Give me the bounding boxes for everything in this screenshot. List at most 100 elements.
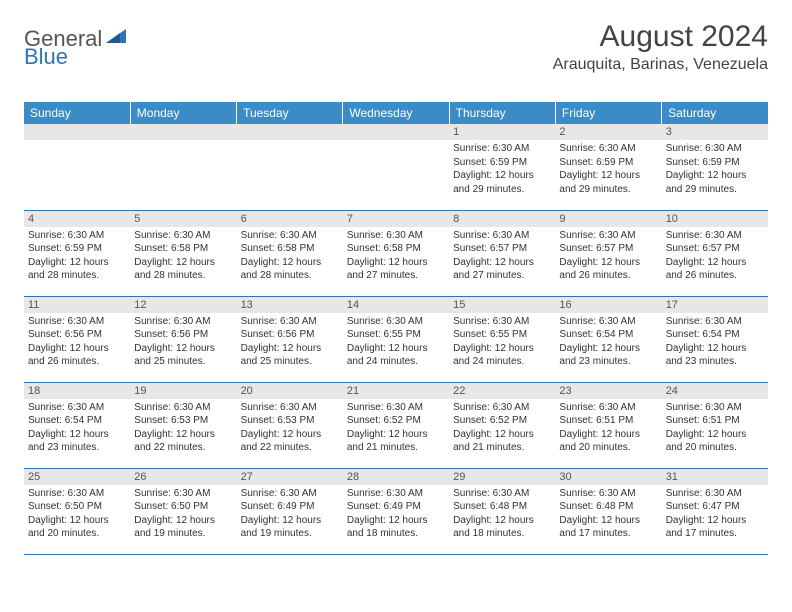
day-number: 16	[555, 297, 661, 313]
day-info-line: Sunset: 6:54 PM	[28, 414, 126, 428]
day-info-line: Daylight: 12 hours	[666, 428, 764, 442]
day-info-line: Daylight: 12 hours	[134, 342, 232, 356]
day-number: 11	[24, 297, 130, 313]
day-info-line: and 27 minutes.	[453, 269, 551, 283]
weekday-header: Sunday	[24, 102, 130, 124]
day-info-line: Sunrise: 6:30 AM	[559, 229, 657, 243]
day-number: 30	[555, 469, 661, 485]
day-number: 13	[237, 297, 343, 313]
day-info-line: and 20 minutes.	[559, 441, 657, 455]
day-info-line: and 21 minutes.	[347, 441, 445, 455]
day-number: 14	[343, 297, 449, 313]
day-info-line: Sunrise: 6:30 AM	[241, 401, 339, 415]
day-info-line: and 26 minutes.	[28, 355, 126, 369]
day-info-line: Sunrise: 6:30 AM	[559, 487, 657, 501]
day-info-line: and 28 minutes.	[134, 269, 232, 283]
day-info-line: Sunset: 6:47 PM	[666, 500, 764, 514]
day-info-line: Sunrise: 6:30 AM	[559, 142, 657, 156]
day-info-line: Sunrise: 6:30 AM	[134, 229, 232, 243]
day-info-line: and 25 minutes.	[241, 355, 339, 369]
day-number: 9	[555, 211, 661, 227]
day-number: 26	[130, 469, 236, 485]
day-info-line: Daylight: 12 hours	[134, 428, 232, 442]
day-info-line: Sunrise: 6:30 AM	[666, 315, 764, 329]
day-info-line: Sunset: 6:52 PM	[453, 414, 551, 428]
day-info-line: Sunset: 6:58 PM	[134, 242, 232, 256]
day-number: 12	[130, 297, 236, 313]
day-info-line: Sunrise: 6:30 AM	[347, 487, 445, 501]
day-cell	[130, 124, 236, 210]
day-cell	[24, 124, 130, 210]
day-info-line: and 22 minutes.	[134, 441, 232, 455]
day-number: 10	[662, 211, 768, 227]
title-block: August 2024 Arauquita, Barinas, Venezuel…	[553, 20, 768, 74]
day-info-line: Sunset: 6:50 PM	[134, 500, 232, 514]
day-info-line: Sunset: 6:52 PM	[347, 414, 445, 428]
day-info-line: Sunrise: 6:30 AM	[241, 315, 339, 329]
day-info-line: and 21 minutes.	[453, 441, 551, 455]
day-info-line: and 17 minutes.	[559, 527, 657, 541]
day-number: 3	[662, 124, 768, 140]
day-number: 5	[130, 211, 236, 227]
day-info-line: Sunrise: 6:30 AM	[28, 229, 126, 243]
day-info-line: and 20 minutes.	[666, 441, 764, 455]
weekday-header: Tuesday	[237, 102, 343, 124]
week-row: 11Sunrise: 6:30 AMSunset: 6:56 PMDayligh…	[24, 296, 768, 382]
day-number: 29	[449, 469, 555, 485]
day-info-line: and 29 minutes.	[666, 183, 764, 197]
day-info-line: Sunrise: 6:30 AM	[666, 142, 764, 156]
day-info-line: Sunrise: 6:30 AM	[666, 487, 764, 501]
day-info-line: Sunset: 6:53 PM	[241, 414, 339, 428]
day-info-line: and 23 minutes.	[666, 355, 764, 369]
day-number: 7	[343, 211, 449, 227]
day-info-line: Daylight: 12 hours	[28, 428, 126, 442]
day-info-line: Sunset: 6:59 PM	[28, 242, 126, 256]
day-cell: 24Sunrise: 6:30 AMSunset: 6:51 PMDayligh…	[662, 382, 768, 468]
day-info-line: Daylight: 12 hours	[28, 514, 126, 528]
day-info-line: Sunset: 6:57 PM	[453, 242, 551, 256]
weekday-header: Friday	[555, 102, 661, 124]
day-info-line: and 18 minutes.	[347, 527, 445, 541]
day-info-line: Sunrise: 6:30 AM	[559, 315, 657, 329]
day-info-line: Daylight: 12 hours	[559, 256, 657, 270]
day-info-line: Daylight: 12 hours	[666, 342, 764, 356]
day-info-line: Sunrise: 6:30 AM	[559, 401, 657, 415]
day-info-line: and 20 minutes.	[28, 527, 126, 541]
day-info-line: and 26 minutes.	[559, 269, 657, 283]
day-info-line: Sunrise: 6:30 AM	[453, 142, 551, 156]
day-cell: 8Sunrise: 6:30 AMSunset: 6:57 PMDaylight…	[449, 210, 555, 296]
day-info-line: Sunset: 6:54 PM	[666, 328, 764, 342]
day-cell: 6Sunrise: 6:30 AMSunset: 6:58 PMDaylight…	[237, 210, 343, 296]
day-info-line: Sunset: 6:53 PM	[134, 414, 232, 428]
day-number: 28	[343, 469, 449, 485]
day-info-line: Sunrise: 6:30 AM	[453, 315, 551, 329]
day-cell: 15Sunrise: 6:30 AMSunset: 6:55 PMDayligh…	[449, 296, 555, 382]
day-info-line: Sunrise: 6:30 AM	[28, 487, 126, 501]
day-info-line: Daylight: 12 hours	[559, 169, 657, 183]
day-info-line: Sunset: 6:58 PM	[347, 242, 445, 256]
day-info-line: Daylight: 12 hours	[666, 514, 764, 528]
day-info-line: Sunset: 6:48 PM	[453, 500, 551, 514]
day-info-line: Sunrise: 6:30 AM	[241, 487, 339, 501]
day-cell: 23Sunrise: 6:30 AMSunset: 6:51 PMDayligh…	[555, 382, 661, 468]
day-info-line: Daylight: 12 hours	[347, 428, 445, 442]
day-info-line: Sunrise: 6:30 AM	[28, 315, 126, 329]
day-cell: 31Sunrise: 6:30 AMSunset: 6:47 PMDayligh…	[662, 468, 768, 554]
day-info-line: Daylight: 12 hours	[559, 514, 657, 528]
day-cell: 7Sunrise: 6:30 AMSunset: 6:58 PMDaylight…	[343, 210, 449, 296]
day-info-line: and 28 minutes.	[28, 269, 126, 283]
day-number: 1	[449, 124, 555, 140]
day-cell: 2Sunrise: 6:30 AMSunset: 6:59 PMDaylight…	[555, 124, 661, 210]
day-info-line: and 24 minutes.	[453, 355, 551, 369]
day-cell	[237, 124, 343, 210]
day-number: 2	[555, 124, 661, 140]
day-info-line: and 29 minutes.	[453, 183, 551, 197]
day-info-line: Sunset: 6:59 PM	[453, 156, 551, 170]
day-number: 19	[130, 383, 236, 399]
day-cell: 20Sunrise: 6:30 AMSunset: 6:53 PMDayligh…	[237, 382, 343, 468]
day-info-line: Sunset: 6:56 PM	[28, 328, 126, 342]
day-info-line: Sunset: 6:49 PM	[347, 500, 445, 514]
day-cell: 5Sunrise: 6:30 AMSunset: 6:58 PMDaylight…	[130, 210, 236, 296]
day-info-line: Sunset: 6:51 PM	[559, 414, 657, 428]
location-text: Arauquita, Barinas, Venezuela	[553, 56, 768, 74]
